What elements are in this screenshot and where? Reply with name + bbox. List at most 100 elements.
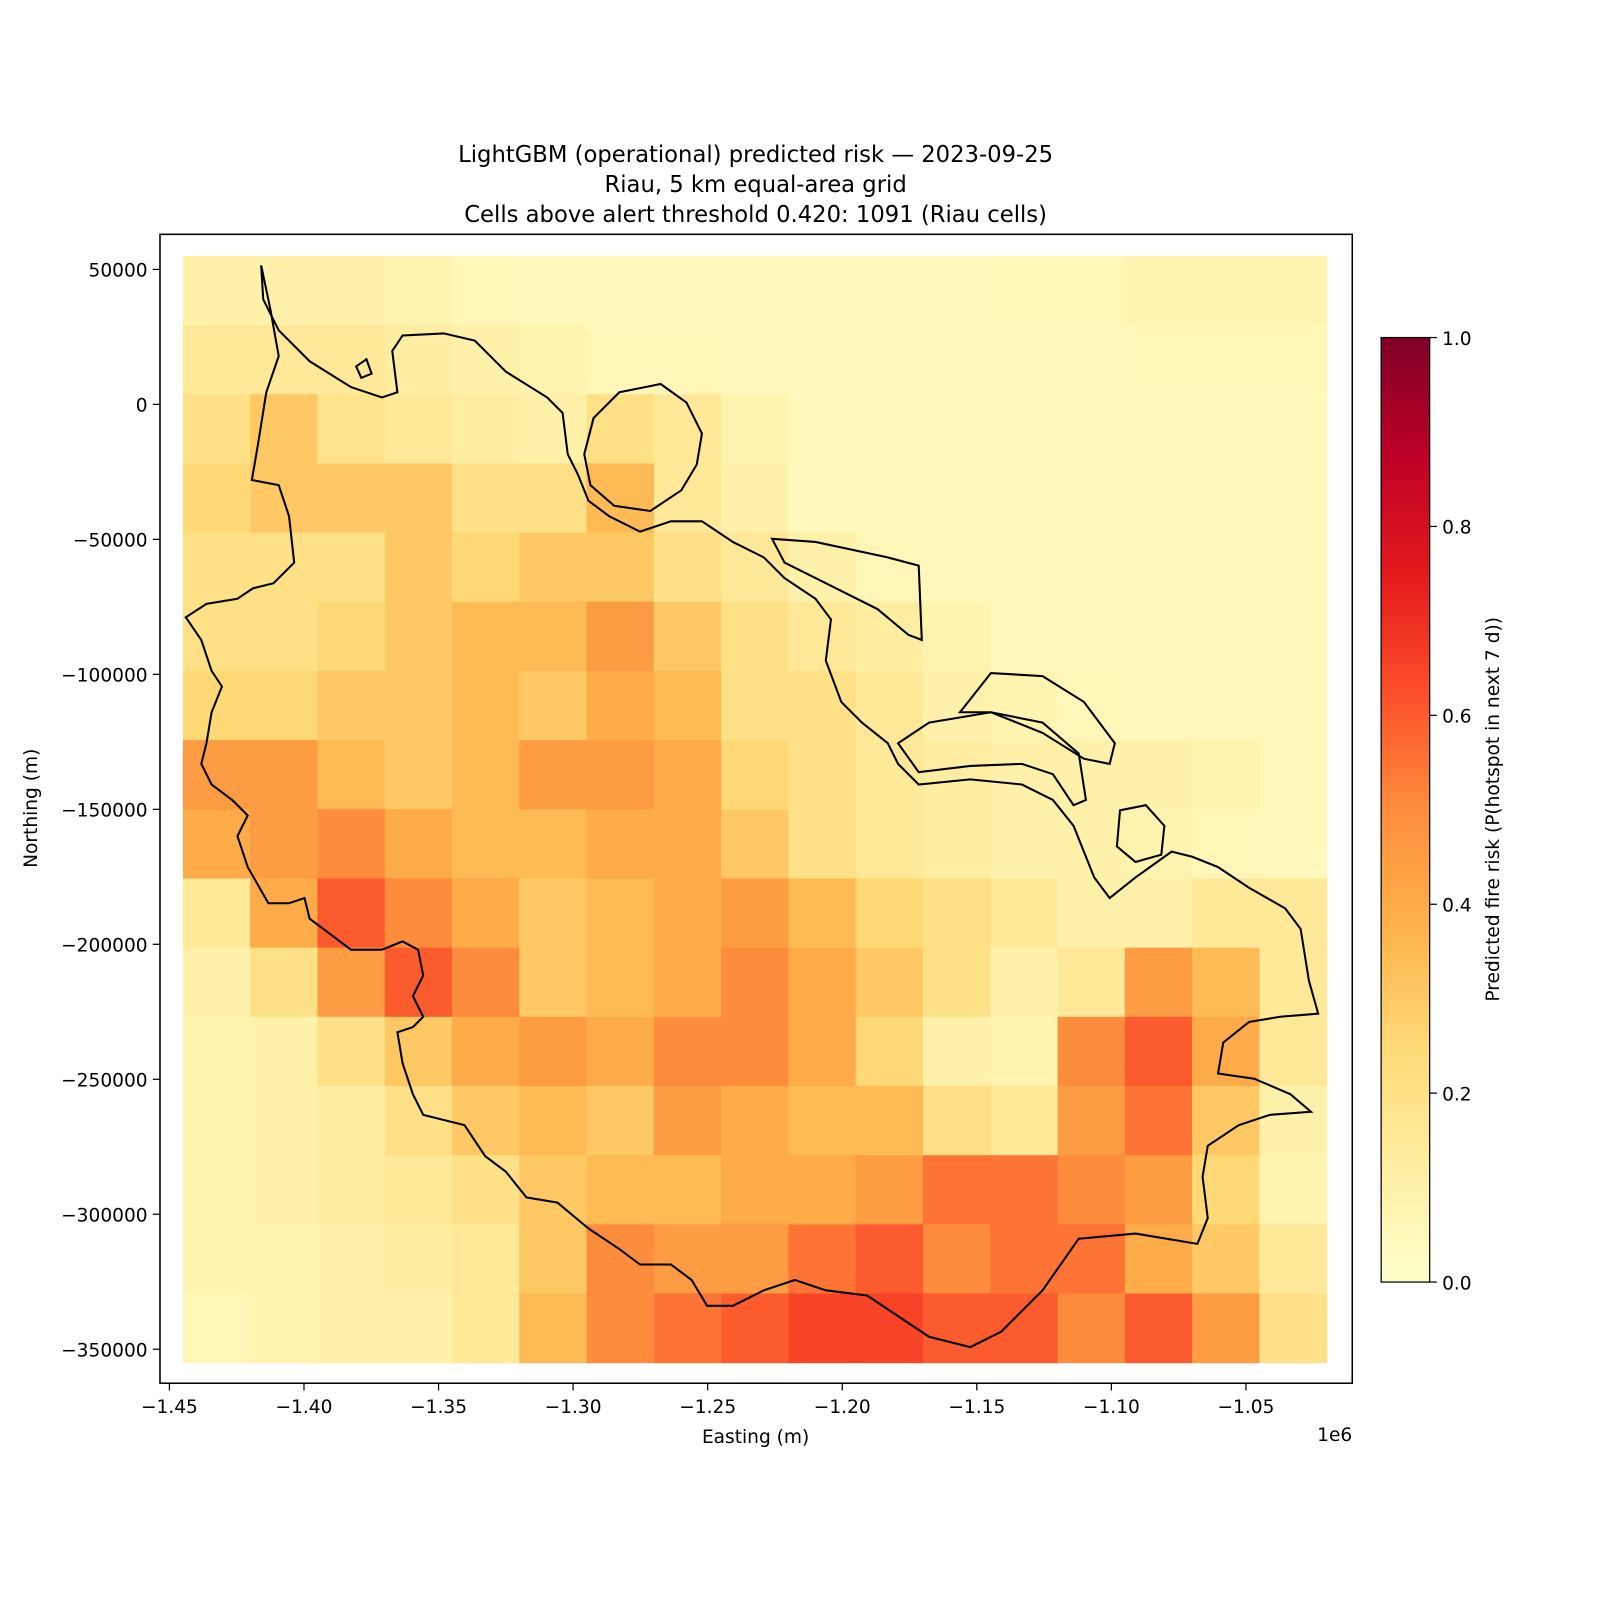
- colorbar-label: Predicted fire risk (P(hotspot in next 7…: [1483, 617, 1504, 1002]
- cell: [1259, 532, 1328, 603]
- cell: [452, 601, 520, 672]
- cell: [182, 1016, 251, 1087]
- cell: [586, 601, 655, 672]
- cell: [182, 601, 251, 672]
- cell: [182, 463, 251, 534]
- cell: [1057, 394, 1126, 464]
- cell: [1057, 1016, 1126, 1087]
- cell: [855, 740, 924, 810]
- cell: [1124, 1016, 1193, 1087]
- cell: [653, 1016, 722, 1087]
- cell: [990, 1016, 1059, 1087]
- cell: [586, 1224, 655, 1295]
- cell: [182, 532, 251, 603]
- cell: [1124, 394, 1193, 464]
- cell: [1057, 740, 1126, 810]
- cell: [384, 255, 453, 326]
- x-tick-label: −1.35: [410, 1397, 467, 1418]
- cell: [1192, 1016, 1260, 1087]
- cell: [384, 809, 453, 880]
- cell: [519, 1293, 588, 1364]
- cell: [788, 740, 857, 810]
- cell: [1192, 394, 1260, 464]
- cell: [317, 463, 386, 534]
- cell: [721, 1086, 789, 1156]
- cell: [990, 394, 1059, 464]
- cell: [586, 947, 655, 1018]
- cell: [721, 1224, 789, 1295]
- colorbar-tick-label: 0.2: [1442, 1084, 1472, 1105]
- island: [1115, 804, 1166, 864]
- cell: [250, 809, 318, 880]
- cell: [250, 1016, 318, 1087]
- cell: [586, 809, 655, 880]
- cell: [1057, 325, 1126, 395]
- cell: [1124, 1224, 1193, 1295]
- cell: [1057, 255, 1126, 326]
- cell: [317, 1155, 386, 1225]
- cell: [721, 601, 789, 672]
- cell: [788, 601, 857, 672]
- cell: [519, 463, 588, 534]
- cell: [653, 947, 722, 1018]
- cell: [855, 325, 924, 395]
- cell: [384, 740, 453, 810]
- cell: [855, 1016, 924, 1087]
- y-tick-label: −250000: [61, 1070, 148, 1091]
- x-tick-label: −1.10: [1083, 1397, 1140, 1418]
- cell: [586, 325, 655, 395]
- cell: [452, 255, 520, 326]
- cell: [922, 1016, 991, 1087]
- cell: [788, 255, 857, 326]
- cell: [990, 463, 1059, 534]
- cell: [1124, 878, 1193, 949]
- cell: [721, 1016, 789, 1087]
- cell: [990, 532, 1059, 603]
- cell: [1192, 463, 1260, 534]
- cell: [317, 394, 386, 464]
- island: [957, 671, 1116, 766]
- cell: [519, 1155, 588, 1225]
- cell: [182, 1155, 251, 1225]
- island: [354, 357, 373, 380]
- cell: [452, 1086, 520, 1156]
- cell: [452, 394, 520, 464]
- cell: [317, 809, 386, 880]
- cell: [1192, 1155, 1260, 1225]
- island: [770, 537, 923, 642]
- heatmap: [182, 255, 1328, 1364]
- cell: [788, 325, 857, 395]
- cell: [452, 325, 520, 395]
- cell: [250, 947, 318, 1018]
- colorbar-tick-label: 0.8: [1442, 518, 1472, 539]
- cell: [922, 394, 991, 464]
- cell: [384, 532, 453, 603]
- cell: [1057, 601, 1126, 672]
- cell: [1192, 670, 1260, 741]
- cell: [250, 670, 318, 741]
- cell: [1057, 1086, 1126, 1156]
- annotation: Cells above alert threshold 0.420: 1091 …: [464, 202, 1047, 228]
- cell: [922, 532, 991, 603]
- cell: [1057, 1293, 1126, 1364]
- x-tick-label: −1.15: [948, 1397, 1005, 1418]
- cell: [519, 670, 588, 741]
- cell: [182, 255, 251, 326]
- cell: [922, 1293, 991, 1364]
- cell: [1124, 1293, 1193, 1364]
- cell: [317, 1293, 386, 1364]
- cell: [855, 1086, 924, 1156]
- cell: [182, 325, 251, 395]
- cell: [855, 947, 924, 1018]
- cell: [317, 670, 386, 741]
- cell: [452, 947, 520, 1018]
- cell: [1057, 947, 1126, 1018]
- chart-title: LightGBM (operational) predicted risk — …: [458, 142, 1053, 168]
- cell: [922, 740, 991, 810]
- cell: [990, 878, 1059, 949]
- cell: [452, 1155, 520, 1225]
- cell: [788, 394, 857, 464]
- cell: [1057, 532, 1126, 603]
- y-axis-label: Northing (m): [21, 749, 42, 868]
